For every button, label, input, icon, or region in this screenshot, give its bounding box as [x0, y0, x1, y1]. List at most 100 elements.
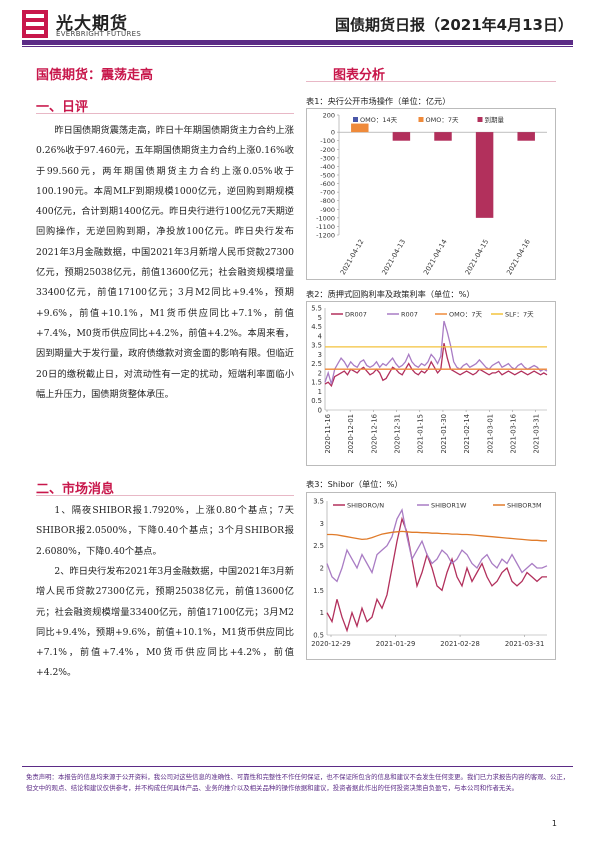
- y-tick-label: 1.5: [313, 587, 324, 595]
- daily-review-text: 昨日国债期货震荡走高，昨日十年期国债期货主力合约上涨0.26%收于97.460元…: [36, 125, 294, 400]
- y-tick-label: 5: [318, 314, 322, 322]
- chart-3-frame: 0.5 1 1.5 2 2.5 3 3.5 2020-12-29 2021-01-29 2021-…: [306, 492, 556, 660]
- y-tick-label: 4: [318, 332, 322, 340]
- section-underline: [306, 81, 556, 82]
- y-tick-label: 2.5: [313, 542, 324, 550]
- y-tick-label: -1200: [316, 232, 335, 240]
- x-tick-label: 2021-01-30: [440, 414, 448, 454]
- y-tick-label: 200: [323, 112, 335, 120]
- y-tick-label: 0: [318, 407, 322, 415]
- y-tick-label: -100: [320, 137, 335, 145]
- x-tick-label: 2021-02-28: [440, 640, 480, 648]
- chart-3-title: 表3：Shibor（单位：%）: [306, 479, 403, 489]
- x-tick-label: 2021-03-01: [486, 414, 494, 454]
- brand-name-cn: 光大期货: [56, 14, 128, 34]
- x-tick-label: 2020-12-31: [394, 414, 402, 454]
- section-title-daily-review: 一、日评: [36, 100, 89, 115]
- series-line: [324, 343, 548, 388]
- x-tick-label: 2021-03-31: [533, 414, 541, 454]
- chart-3-shibor: 0.5 1 1.5 2 2.5 3 3.5 2020-12-29 2021-01-29 2021-…: [311, 498, 548, 648]
- chart-1-title: 表1：央行公开市场操作（单位：亿元）: [306, 96, 451, 106]
- y-tick-label: -800: [320, 197, 335, 205]
- chart-section-title: 图表分析: [333, 68, 386, 83]
- section-title-market-news: 二、市场消息: [36, 482, 115, 497]
- y-tick-label: 2.5: [311, 360, 322, 368]
- chart-1-omo-bars: 200 0-100-200-300-400-500-600-700-800-900…: [316, 112, 547, 276]
- y-tick-label: 3: [320, 520, 324, 528]
- bar: [517, 132, 535, 141]
- legend-swatch: [353, 117, 358, 122]
- chart-1-frame: 200 0 -100 -200 -300 -400 -500 -600 -700 -800 -900…: [306, 108, 556, 280]
- bar: [475, 132, 494, 218]
- y-tick-label: -700: [320, 189, 335, 197]
- x-tick-label: 2021-04-15: [464, 238, 491, 276]
- legend-label: R007: [401, 311, 418, 319]
- x-tick-label: 2020-12-01: [347, 414, 355, 454]
- y-tick-label: 4.5: [311, 323, 322, 331]
- y-tick-label: -1000: [316, 214, 335, 222]
- chart-2-frame: 0 0.5 1 1.5 2 2.5 3 3.5 4 4.5 5 5.5 2020-11-16 2020-1…: [306, 301, 556, 466]
- x-tick-label: 2020-12-29: [311, 640, 351, 648]
- brand-logo: 光大期货 EVERBRIGHT FUTURES: [22, 8, 172, 42]
- series-line: [327, 530, 547, 542]
- main-title: 国债期货：震荡走高: [36, 68, 154, 83]
- x-tick-label: 2021-04-16: [505, 238, 532, 276]
- x-tick-label: 2021-03-31: [505, 640, 545, 648]
- series-line: [326, 508, 548, 583]
- x-tick-label: 2021-01-29: [376, 640, 416, 648]
- x-tick-label: 2021-02-14: [463, 414, 471, 454]
- legend-label: SHIBORO/N: [347, 502, 384, 510]
- section-underline: [36, 113, 294, 114]
- legend-swatch: [477, 117, 483, 122]
- market-news-item-2: 2、昨日央行发布2021年3月金融数据，中国2021年3月新增人民币贷款2730…: [36, 566, 294, 679]
- section-underline: [36, 495, 294, 496]
- y-tick-label: -500: [320, 172, 335, 180]
- x-tick-label: 2021-03-16: [509, 414, 517, 454]
- footer-divider: [22, 766, 573, 767]
- y-tick-label: 3.5: [313, 498, 324, 506]
- chart-2-title: 表2：质押式回购利率及政策利率（单位：%）: [306, 289, 475, 299]
- y-tick-label: 5.5: [311, 305, 322, 313]
- x-tick-label: 2021-01-15: [417, 414, 425, 454]
- report-title: 国债期货日报（2021年4月13日）: [334, 16, 573, 34]
- series-line: [324, 320, 548, 385]
- page-number: 1: [551, 819, 557, 828]
- legend-label: SLF：7天: [505, 311, 534, 319]
- legend-label: OMO：7天: [426, 116, 459, 124]
- y-tick-label: 0.5: [311, 397, 322, 405]
- logo-mark-icon: [22, 10, 48, 38]
- y-tick-label: 2: [318, 369, 322, 377]
- y-tick-label: 3: [318, 351, 322, 359]
- legend-label: SHIBOR1W: [431, 502, 467, 510]
- y-tick-label: 1.5: [311, 379, 322, 387]
- y-tick-label: -200: [320, 146, 335, 154]
- y-tick-label: -1100: [316, 223, 335, 231]
- x-tick-label: 2020-12-16: [370, 414, 378, 454]
- x-tick-label: 2020-11-16: [324, 414, 332, 454]
- y-tick-label: 1: [320, 609, 324, 617]
- y-tick-label: 1: [318, 388, 322, 396]
- header-divider-thin: [22, 46, 573, 47]
- y-tick-label: 0.5: [313, 632, 324, 640]
- series-line: [326, 516, 547, 633]
- y-tick-label: 0: [331, 129, 335, 137]
- header-divider: [22, 40, 573, 45]
- y-tick-label: 2: [320, 565, 324, 573]
- y-tick-label: -900: [320, 206, 335, 214]
- y-tick-label: -300: [320, 154, 335, 162]
- disclaimer-text: 免责声明：本报告的信息均来源于公开资料，我公司对这些信息的准确性、可靠性和完整性…: [26, 773, 570, 792]
- legend-label: DR007: [345, 311, 367, 319]
- legend-label: SHIBOR3M: [507, 502, 542, 510]
- y-tick-label: 3.5: [311, 342, 322, 350]
- bar: [351, 123, 369, 133]
- legend-label: 到期量: [485, 116, 505, 124]
- market-news-item-1: 1、隔夜SHIBOR报1.7920%，上涨0.80个基点；7天SHIBOR报2.…: [36, 505, 294, 557]
- legend-label: OMO：14天: [360, 116, 398, 124]
- bar: [434, 132, 452, 141]
- y-tick-label: -400: [320, 163, 335, 171]
- x-tick-label: 2021-04-14: [422, 238, 449, 276]
- x-tick-label: 2021-04-13: [380, 238, 407, 276]
- brand-name-en: EVERBRIGHT FUTURES: [56, 30, 142, 38]
- y-tick-label: -600: [320, 180, 335, 188]
- bar: [392, 132, 411, 141]
